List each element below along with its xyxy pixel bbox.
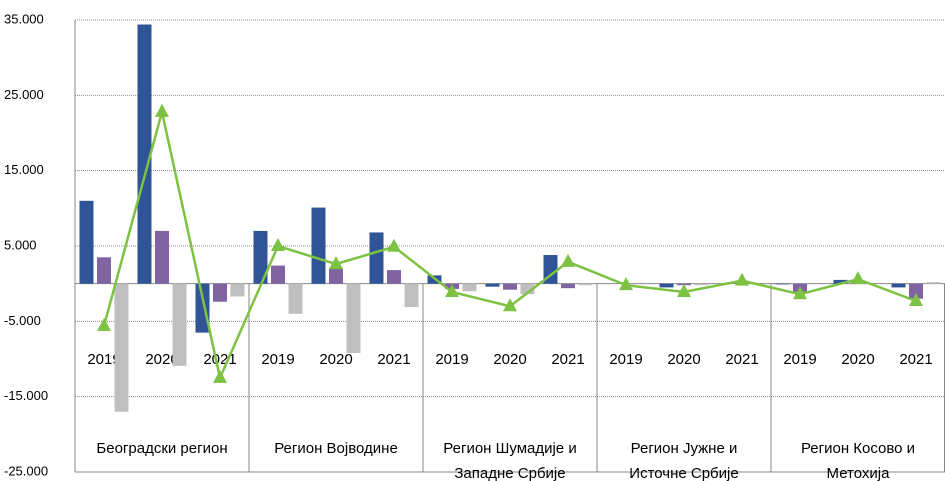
y-tick-label: 25.000	[4, 87, 44, 102]
x-tick-label yr: 2020	[841, 351, 874, 368]
region-label: Регион Војводине	[274, 440, 398, 457]
bar	[891, 283, 906, 288]
region-label: Београдски регион	[96, 440, 228, 457]
region-label: Регион Косово и Метохија	[800, 440, 916, 481]
bar	[503, 283, 517, 290]
line-marker	[909, 292, 923, 306]
line-marker	[271, 238, 285, 251]
x-tick-label yr: 2020	[493, 351, 526, 368]
bar	[520, 283, 535, 295]
line-marker	[619, 277, 633, 291]
x-tick-label yr: 2019	[435, 351, 468, 368]
bar	[485, 283, 500, 287]
bar	[311, 207, 326, 284]
bar	[195, 283, 210, 333]
bar	[578, 283, 593, 286]
x-tick-label yr: 2019	[87, 351, 120, 368]
bar	[230, 283, 245, 297]
bar	[404, 283, 419, 308]
x-tick-label yr: 2019	[261, 351, 294, 368]
line-marker	[213, 369, 227, 383]
x-tick-label yr: 2020	[667, 351, 700, 368]
bar	[329, 268, 343, 284]
bar	[369, 232, 384, 284]
bar	[137, 24, 152, 284]
line-marker	[387, 238, 401, 252]
region-label: Регион Јужне и Источне Србије	[629, 440, 739, 481]
bar	[346, 283, 361, 353]
y-tick-label: 35.000	[4, 11, 44, 26]
y-tick-label: 5.000	[4, 237, 37, 252]
x-tick-label yr: 2021	[725, 351, 758, 368]
bar	[155, 230, 169, 284]
line-marker	[445, 283, 459, 297]
line-marker	[677, 283, 691, 297]
x-tick-label yr: 2020	[145, 351, 178, 368]
line-marker	[735, 272, 749, 286]
bar	[694, 283, 709, 286]
line-marker	[851, 271, 865, 285]
bar	[833, 279, 848, 284]
bar	[659, 283, 674, 288]
bar	[79, 200, 94, 284]
line	[102, 111, 917, 382]
bar	[114, 283, 129, 412]
bar	[387, 270, 401, 284]
line-marker	[97, 317, 111, 331]
y-tick-label: -5.000	[4, 313, 41, 328]
bar	[271, 265, 285, 284]
x-tick-label yr: 2020	[319, 351, 352, 368]
x-tick-label yr: 2021	[377, 351, 410, 368]
bar	[253, 230, 268, 284]
bar	[213, 283, 227, 302]
line-marker	[793, 286, 807, 300]
x-tick-label yr: 2021	[899, 351, 932, 368]
region-label: Регион Шумадије и Западне Србије	[443, 440, 577, 481]
line-marker	[561, 253, 575, 267]
bar	[462, 283, 477, 292]
bar	[561, 283, 575, 289]
bar	[97, 257, 111, 284]
x-tick-label yr: 2021	[551, 351, 584, 368]
line-marker	[329, 256, 343, 270]
x-tick-label yr: 2019	[783, 351, 816, 368]
bar	[172, 283, 187, 366]
x-tick-label yr: 2021	[203, 351, 236, 368]
y-tick-label: -25.000	[4, 463, 48, 478]
y-tick-label: 15.000	[4, 162, 44, 177]
line-marker	[503, 298, 517, 312]
y-tick-label: -15.000	[4, 388, 48, 403]
bar	[909, 283, 923, 299]
bar	[926, 282, 941, 284]
x-tick-label yr: 2019	[609, 351, 642, 368]
bar	[775, 283, 790, 285]
bar	[288, 283, 303, 314]
line-marker	[155, 103, 169, 117]
